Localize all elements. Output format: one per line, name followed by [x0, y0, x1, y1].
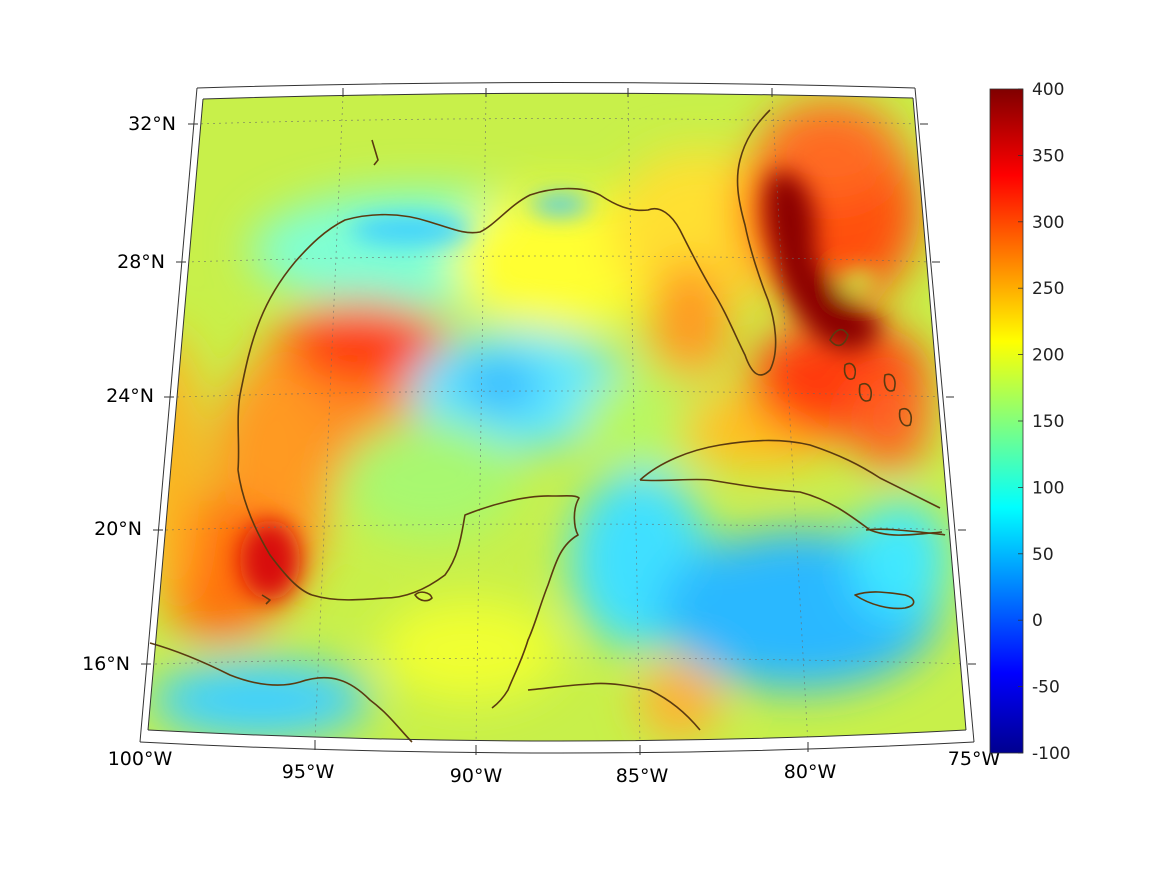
latitude-labels: 32°N 28°N 24°N 20°N 16°N	[82, 113, 176, 675]
lon-label: 95°W	[282, 761, 335, 783]
colorbar-tick-label: 300	[1032, 213, 1064, 233]
colorbar-tick-label: 250	[1032, 279, 1064, 299]
colorbar-tick-label: -50	[1032, 678, 1060, 698]
coastlines	[149, 109, 946, 743]
colorbar-ticks: 400 350 300 250 200 150 100 50 0 -50 -100	[1018, 80, 1071, 764]
colorbar: 400 350 300 250 200 150 100 50 0 -50 -100	[989, 80, 1071, 764]
colorbar-tick-label: 200	[1032, 346, 1064, 366]
lat-label: 32°N	[128, 113, 176, 135]
lon-label: 100°W	[108, 748, 173, 770]
colorbar-tick-label: 0	[1032, 611, 1043, 631]
lon-label: 90°W	[450, 765, 503, 787]
lat-label: 20°N	[94, 518, 142, 540]
axis-ticks	[141, 88, 976, 755]
colorbar-tick-label: 50	[1032, 545, 1054, 565]
colorbar-tick-label: 350	[1032, 146, 1064, 166]
lat-label: 24°N	[106, 385, 154, 407]
colorbar-tick-label: 100	[1032, 478, 1064, 498]
colorbar-tick-label: 150	[1032, 412, 1064, 432]
longitude-labels: 100°W 95°W 90°W 85°W 80°W 75°W	[108, 748, 1001, 787]
colorbar-tick-label: 400	[1032, 80, 1064, 100]
lon-label: 85°W	[616, 765, 669, 787]
colorbar-gradient	[989, 88, 1024, 754]
heat-field	[148, 93, 966, 741]
lon-label: 80°W	[784, 761, 837, 783]
colorbar-tick-label: -100	[1032, 744, 1071, 764]
graticule	[154, 94, 966, 741]
map-frame	[139, 82, 975, 754]
lat-label: 28°N	[117, 251, 165, 273]
lon-label: 75°W	[948, 748, 1001, 770]
lat-label: 16°N	[82, 653, 130, 675]
